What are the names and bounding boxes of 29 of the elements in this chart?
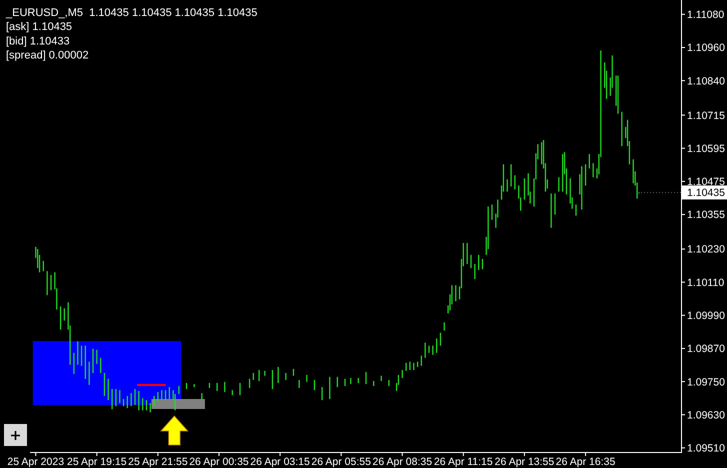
x-tick-label: 26 Apr 16:35	[556, 456, 616, 468]
y-tick-label: 1.10960	[687, 42, 726, 54]
y-tick-label: 1.10230	[687, 244, 726, 256]
x-tick-label: 26 Apr 11:15	[434, 456, 493, 468]
y-tick-label: 1.10715	[687, 110, 726, 122]
x-tick-label: 26 Apr 00:35	[189, 456, 249, 468]
y-tick-label: 1.09870	[687, 343, 726, 356]
y-tick-label: 1.10355	[687, 209, 726, 222]
y-tick-label: 1.10595	[687, 142, 726, 155]
annotation: [ask] 1.10435	[6, 21, 72, 34]
y-tick-label: 1.10840	[687, 75, 726, 88]
x-tick-label: 25 Apr 2023	[7, 456, 64, 468]
x-tick-label: 26 Apr 05:55	[311, 456, 372, 468]
y-tick-label: 1.09510	[687, 442, 726, 455]
y-tick-label: 1.09750	[687, 376, 726, 388]
x-tick-label: 26 Apr 13:55	[494, 456, 554, 468]
y-tick-label: 1.09630	[687, 409, 726, 422]
annotation: 1.10435	[687, 187, 726, 200]
annotation: [bid] 1.10433	[6, 35, 70, 48]
y-tick-label: 1.10475	[687, 176, 726, 188]
x-tick-label: 26 Apr 08:35	[372, 456, 432, 468]
x-tick-label: 25 Apr 21:55	[128, 456, 188, 468]
annotation: [spread] 0.00002	[6, 49, 89, 62]
x-tick-label: 25 Apr 19:15	[67, 456, 127, 468]
y-tick-label: 1.10110	[687, 276, 724, 289]
annotation: _EURUSD_,M5 1.10435 1.10435 1.10435 1.10435	[5, 6, 258, 19]
x-tick-label: 26 Apr 03:15	[250, 456, 310, 468]
y-tick-label: 1.11080	[687, 9, 724, 22]
y-tick-label: 1.09990	[687, 310, 726, 322]
